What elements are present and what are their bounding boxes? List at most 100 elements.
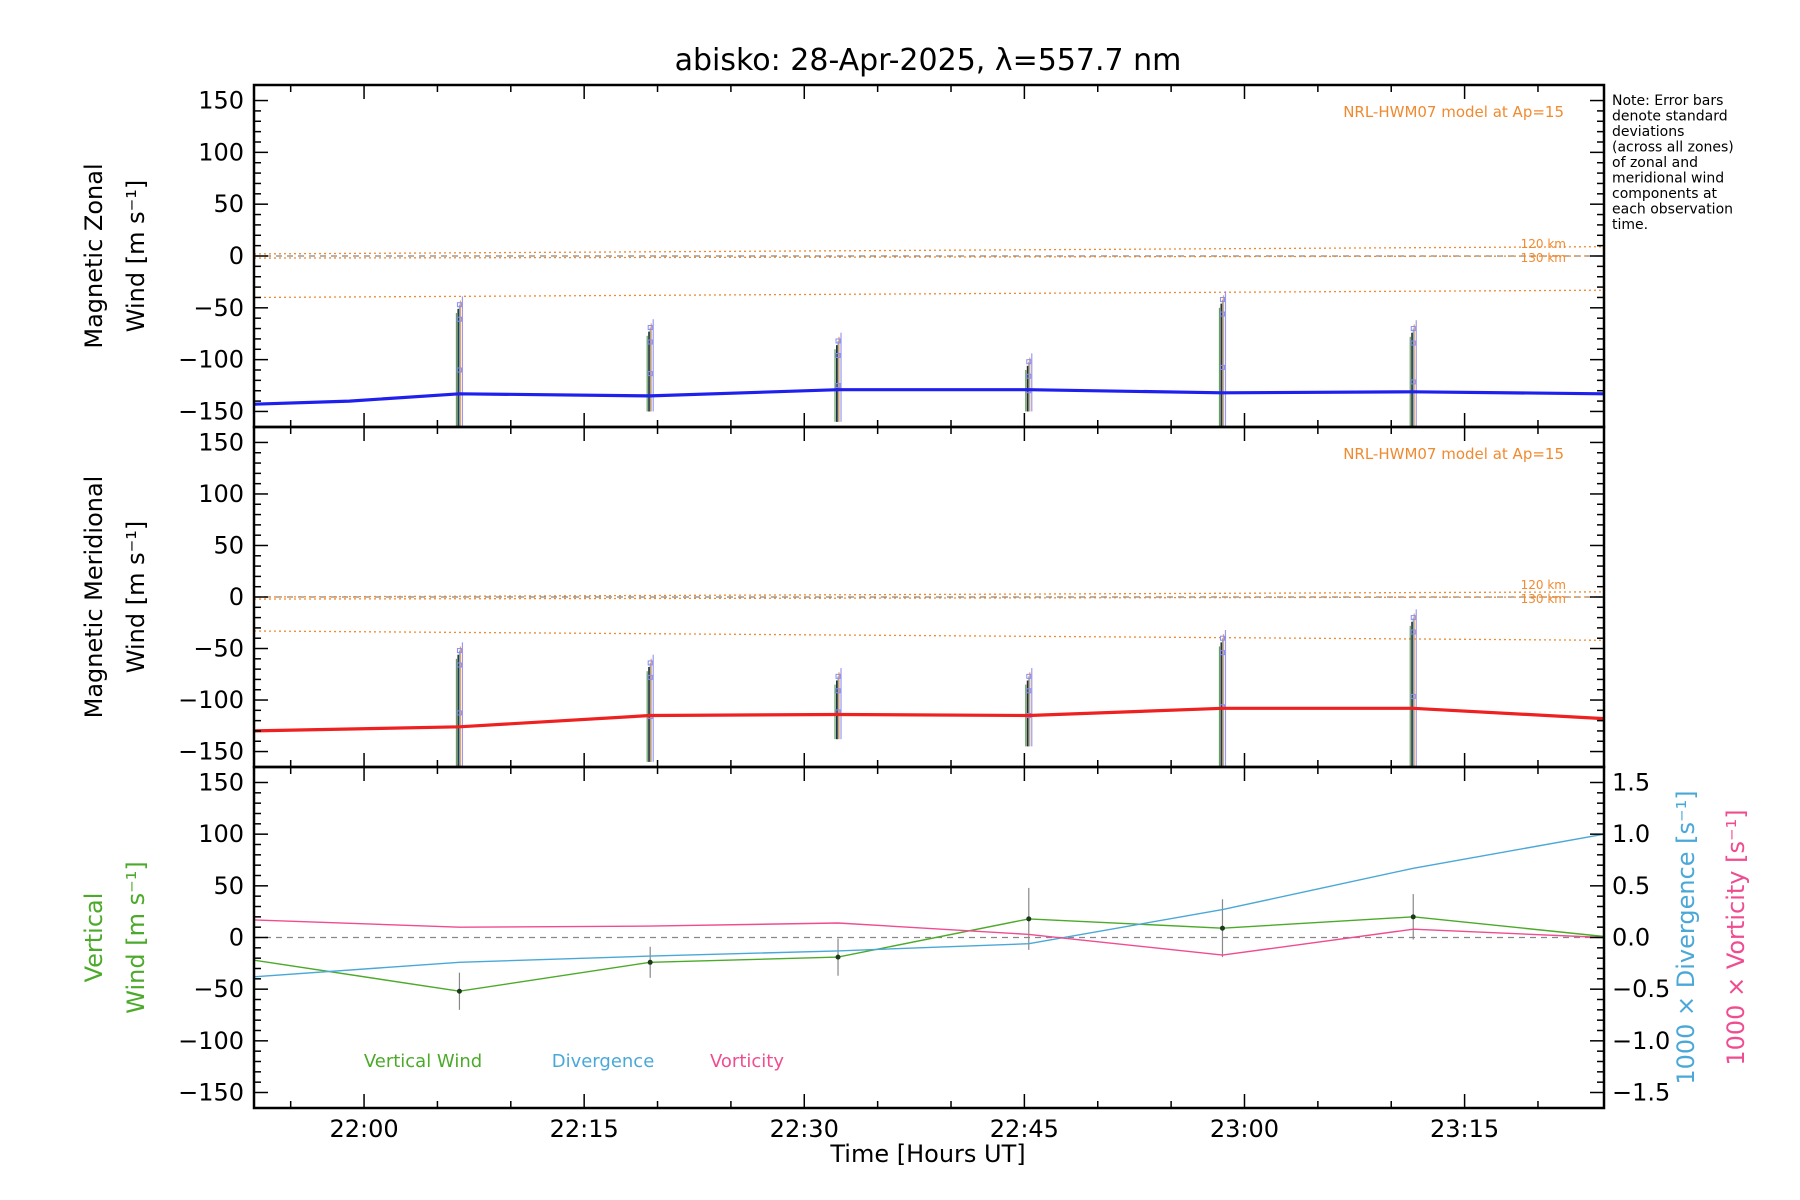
series-line-meridional: [253, 706, 1605, 733]
vertical-wind-point: [1219, 925, 1225, 931]
y-tick-label: 150: [198, 428, 244, 456]
y-tick-label: −50: [193, 975, 244, 1003]
zone-wind-point: [647, 325, 653, 331]
hwm-model-curve: [253, 630, 1605, 641]
legend-vertical-wind: Vertical Wind: [364, 1051, 482, 1072]
hwm-model-label: NRL-HWM07 model at Ap=15: [1343, 445, 1564, 463]
zone-wind-point: [1219, 650, 1225, 656]
zone-wind-point: [835, 383, 841, 389]
x-tick-label: 22:15: [550, 1115, 619, 1143]
zone-wind-point: [456, 367, 462, 373]
zone-wind-point: [835, 352, 841, 358]
y-tick-label: 150: [198, 769, 244, 797]
y-tick-label: −150: [178, 738, 244, 766]
zone-wind-point: [1219, 364, 1225, 370]
note-line: each observation: [1612, 202, 1733, 218]
y-tick-label: 50: [213, 872, 244, 900]
zone-wind-point: [456, 662, 462, 668]
zone-wind-point: [1026, 688, 1032, 694]
note-line: denote standard: [1612, 109, 1728, 125]
hwm-model-curve: [253, 591, 1605, 598]
right-y-tick-label: −0.5: [1612, 975, 1670, 1003]
zone-wind-point: [647, 371, 653, 377]
right-y-tick-label: −1.5: [1612, 1079, 1670, 1107]
y-axis-label: Wind [m s⁻¹]: [122, 861, 150, 1013]
error-bar-note: Note: Error bars denote standard deviation…: [1612, 93, 1734, 233]
hwm-model-curve: [253, 255, 1605, 259]
x-tick-label: 23:00: [1210, 1115, 1279, 1143]
hwm-altitude-label: 130 km: [1521, 592, 1566, 606]
y-tick-label: 50: [213, 190, 244, 218]
x-tick-label: 22:45: [990, 1115, 1059, 1143]
zone-wind-point: [456, 316, 462, 322]
right-axis-label-vorticity: 1000 × Vorticity [s⁻¹]: [1722, 809, 1750, 1065]
legend-vorticity: Vorticity: [710, 1051, 784, 1072]
zone-wind-point: [647, 674, 653, 680]
vertical-wind-point: [835, 954, 841, 960]
zone-wind-point: [1026, 673, 1032, 679]
y-axis-label: Wind [m s⁻¹]: [122, 521, 150, 673]
y-tick-label: 100: [198, 820, 244, 848]
hwm-model-curve: [253, 289, 1605, 299]
right-axis-label-divergence: 1000 × Divergence [s⁻¹]: [1672, 790, 1700, 1084]
note-line: Note: Error bars: [1612, 93, 1723, 109]
zone-wind-point: [647, 660, 653, 666]
note-line: deviations: [1612, 124, 1684, 140]
y-tick-label: −150: [178, 397, 244, 425]
chart-title: abisko: 28-Apr-2025, λ=557.7 nm: [675, 43, 1182, 78]
y-tick-label: −100: [178, 686, 244, 714]
vertical-wind-point: [647, 959, 653, 965]
y-axis-label: Magnetic Meridional: [80, 476, 108, 719]
y-tick-label: 100: [198, 480, 244, 508]
hwm-altitude-label: 120 km: [1521, 237, 1566, 251]
hwm-model-curve: [253, 246, 1605, 255]
hwm-model-label: NRL-HWM07 model at Ap=15: [1343, 103, 1564, 121]
zone-wind-point: [835, 688, 841, 694]
legend-divergence: Divergence: [552, 1051, 655, 1072]
series-line-vertical-wind: [253, 916, 1605, 992]
right-y-tick-label: 0.0: [1612, 924, 1650, 952]
series-line-zonal: [253, 388, 1605, 406]
zone-wind-point: [456, 302, 462, 308]
series-line-vorticity: [253, 919, 1605, 956]
zone-wind-point: [1026, 359, 1032, 365]
panel-vertical: 150 100 50 0 −50 −100 −150 1.5 1.0 0.5 0.0 −0.5 −1.0…: [80, 765, 1750, 1110]
zone-wind-point: [456, 648, 462, 654]
hwm-altitude-label: 120 km: [1521, 578, 1566, 592]
zone-wind-point: [1219, 635, 1225, 641]
vertical-wind-point: [1410, 914, 1416, 920]
zone-wind-point: [647, 339, 653, 345]
y-axis-label: Vertical: [80, 893, 108, 983]
x-tick-label: 22:30: [770, 1115, 839, 1143]
series-line-divergence: [253, 833, 1605, 978]
hwm-altitude-label: 130 km: [1521, 251, 1566, 265]
y-tick-label: −50: [193, 635, 244, 663]
note-line: meridional wind: [1612, 171, 1724, 187]
right-y-tick-label: 0.5: [1612, 872, 1650, 900]
right-y-tick-label: 1.0: [1612, 820, 1650, 848]
note-line: (across all zones): [1612, 140, 1734, 156]
y-axis-label: Magnetic Zonal: [80, 163, 108, 348]
x-tick-label: 23:15: [1430, 1115, 1499, 1143]
x-axis-label: Time [Hours UT]: [829, 1140, 1025, 1168]
y-tick-label: 0: [229, 924, 244, 952]
note-line: time.: [1612, 217, 1648, 233]
zone-wind-point: [835, 338, 841, 344]
zone-wind-point: [1026, 373, 1032, 379]
zone-wind-point: [835, 673, 841, 679]
zone-wind-point: [1410, 379, 1416, 385]
hwm-model-curve: [253, 596, 1605, 600]
zone-wind-point: [1219, 311, 1225, 317]
y-tick-label: 50: [213, 531, 244, 559]
note-line: components at: [1612, 186, 1718, 202]
y-tick-label: −100: [178, 346, 244, 374]
y-tick-label: 100: [198, 138, 244, 166]
vertical-wind-point: [456, 988, 462, 994]
vertical-wind-point: [1026, 916, 1032, 922]
note-line: of zonal and: [1612, 155, 1698, 171]
zone-wind-point: [1219, 297, 1225, 303]
y-axis-label: Wind [m s⁻¹]: [122, 180, 150, 332]
